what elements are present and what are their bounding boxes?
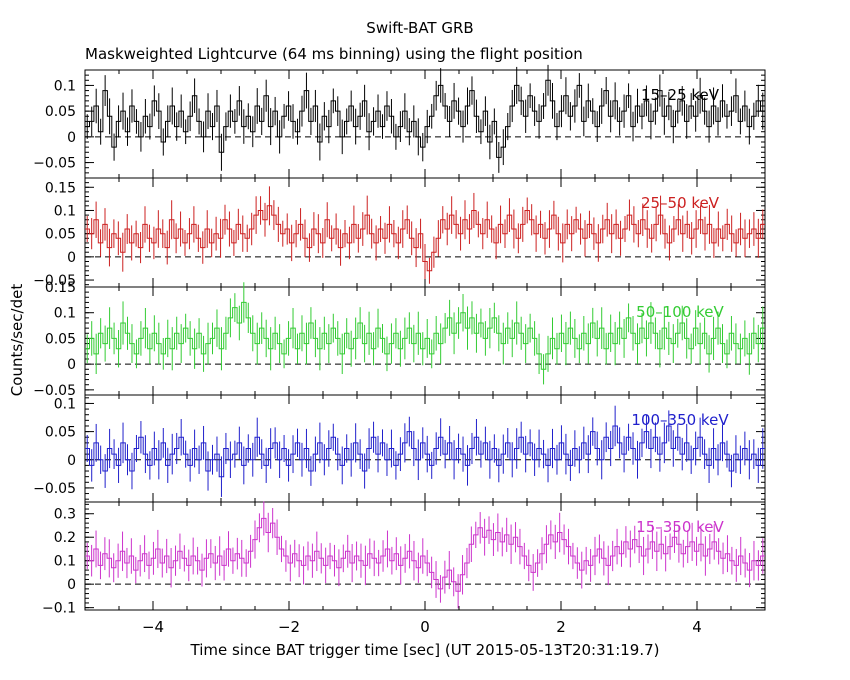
band-label: 25–50 keV [641, 194, 720, 212]
y-tick-label: 0 [67, 250, 76, 266]
y-tick-label: 0.1 [54, 554, 76, 570]
lightcurve-step [85, 205, 765, 272]
y-tick-label: 0.3 [54, 507, 76, 523]
lightcurve-step [85, 301, 765, 370]
lightcurve-step [85, 79, 765, 158]
y-axis-label: Counts/sec/det [8, 284, 26, 397]
panel-1: −0.05 0 0.05 0.1 15–25 keV [33, 64, 766, 179]
panel-5: −0.1 0 0.1 0.2 0.3 15–350 keV [42, 501, 766, 617]
y-tick-label: −0.05 [33, 273, 76, 289]
x-tick-label: −2 [278, 618, 300, 636]
x-tick-label: 0 [420, 618, 430, 636]
x-tick-label: 2 [556, 618, 566, 636]
y-tick-label: 0.2 [54, 530, 76, 546]
y-tick-label: 0 [67, 130, 76, 146]
panel-4: −0.05 0 0.05 0.1 100–350 keV [33, 394, 766, 503]
y-tick-label: 0.1 [54, 203, 76, 219]
band-label: 100–350 keV [631, 411, 729, 429]
y-tick-label: −0.05 [33, 383, 76, 399]
y-tick-label: −0.05 [33, 156, 76, 172]
y-tick-label: 0.15 [45, 180, 76, 196]
y-tick-label: 0.1 [54, 306, 76, 322]
y-tick-label: 0 [67, 357, 76, 373]
y-tick-label: 0.05 [45, 331, 76, 347]
figure-subtitle: Maskweighted Lightcurve (64 ms binning) … [85, 45, 583, 63]
y-tick-label: 0 [67, 577, 76, 593]
panel-2: −0.05 0 0.05 0.1 0.15 25–50 keV [33, 177, 766, 289]
y-tick-label: 0.15 [45, 280, 76, 296]
panels-group: −0.05 0 0.05 0.1 15–25 keV −0.05 0 0.05 0.1 0.15 2… [33, 64, 766, 636]
x-tick-label: 4 [692, 618, 702, 636]
band-label: 50–100 keV [636, 303, 724, 321]
y-tick-label: 0.1 [54, 78, 76, 94]
y-tick-label: −0.05 [33, 481, 76, 497]
y-tick-label: 0 [67, 453, 76, 469]
y-tick-label: 0.05 [45, 227, 76, 243]
lightcurve-step [85, 517, 765, 592]
x-axis-label: Time since BAT trigger time [sec] (UT 20… [190, 641, 660, 659]
x-tick-label: −4 [142, 618, 164, 636]
band-label: 15–350 keV [636, 518, 724, 536]
y-tick-label: 0.05 [45, 425, 76, 441]
y-tick-label: 0.1 [54, 396, 76, 412]
panel-3: −0.05 0 0.05 0.1 0.15 50–100 keV [33, 280, 766, 399]
figure-title: Swift-BAT GRB [366, 19, 473, 37]
band-label: 15–25 keV [641, 86, 720, 104]
y-tick-label: 0.05 [45, 104, 76, 120]
lightcurve-step [85, 425, 765, 478]
y-tick-label: −0.1 [42, 601, 76, 617]
